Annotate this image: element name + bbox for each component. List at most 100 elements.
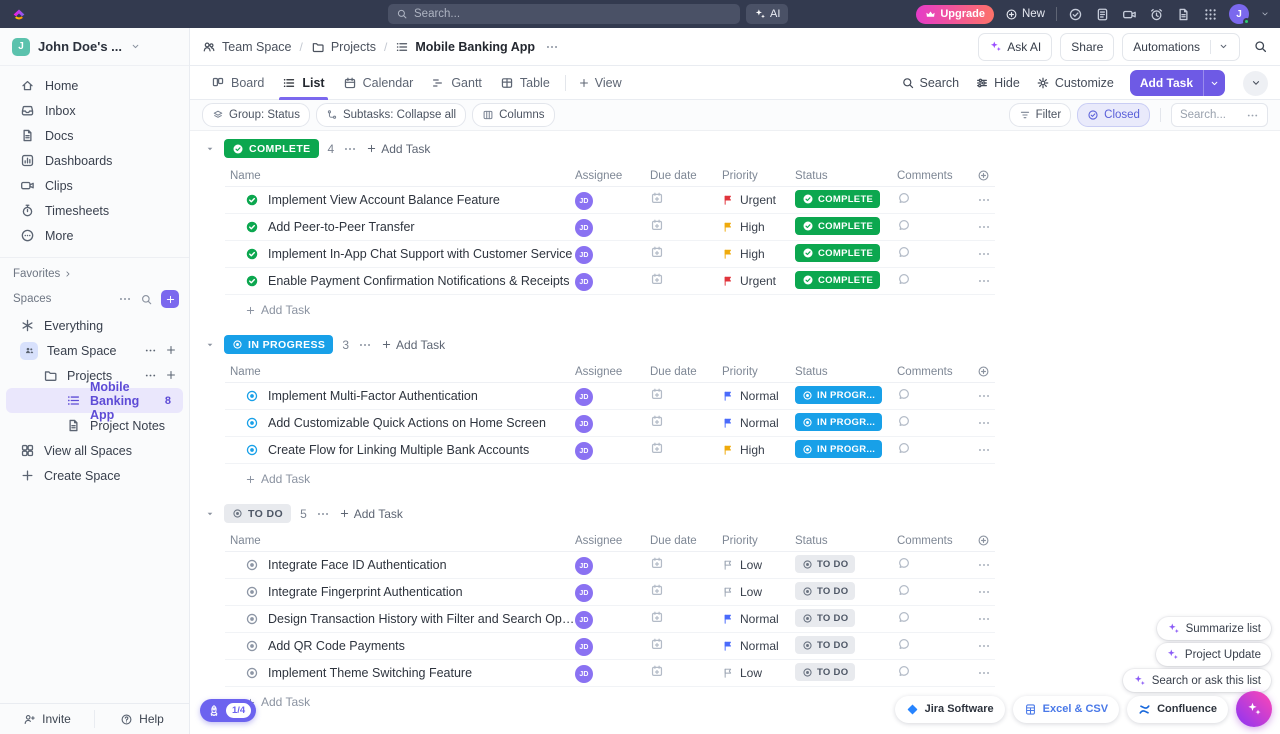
search-icon[interactable] — [140, 293, 153, 306]
hide-button[interactable]: Hide — [975, 76, 1020, 90]
task-row[interactable]: Add QR Code PaymentsJDNormalTO DO — [225, 633, 995, 660]
integration-jira-software[interactable]: Jira Software — [895, 696, 1005, 723]
comment-icon[interactable] — [897, 583, 911, 597]
video-icon[interactable] — [1122, 7, 1137, 22]
priority-cell[interactable]: Normal — [722, 389, 795, 403]
assignee-avatar[interactable]: JD — [575, 219, 593, 237]
workspace-switcher[interactable]: J John Doe's ... — [0, 28, 189, 66]
sidebar-item-docs[interactable]: Docs — [0, 123, 189, 148]
status-todo-icon[interactable] — [245, 639, 259, 653]
task-name[interactable]: Add Peer-to-Peer Transfer — [268, 220, 415, 234]
add-task-row[interactable]: Add Task — [225, 295, 995, 317]
status-inprogress-icon[interactable] — [245, 416, 259, 430]
task-name[interactable]: Create Flow for Linking Multiple Bank Ac… — [268, 443, 529, 457]
priority-cell[interactable]: Urgent — [722, 274, 795, 288]
topbar-ai-button[interactable]: AI — [746, 4, 788, 24]
comment-icon[interactable] — [897, 610, 911, 624]
comment-icon[interactable] — [897, 414, 911, 428]
assignee-avatar[interactable]: JD — [575, 584, 593, 602]
column-header-status[interactable]: Status — [795, 535, 897, 547]
priority-cell[interactable]: Normal — [722, 416, 795, 430]
status-complete-icon[interactable] — [245, 220, 259, 234]
ellipsis-icon[interactable] — [118, 292, 132, 306]
group-menu-icon[interactable] — [316, 507, 330, 521]
ai-action-search-or-ask-this-list[interactable]: Search or ask this list — [1123, 669, 1271, 692]
task-name[interactable]: Add Customizable Quick Actions on Home S… — [268, 416, 546, 430]
breadcrumb-current-list[interactable]: Mobile Banking App — [395, 40, 535, 54]
doc-icon[interactable] — [1176, 7, 1191, 22]
breadcrumb-team-space[interactable]: Team Space — [202, 40, 291, 54]
task-name[interactable]: Implement Multi-Factor Authentication — [268, 389, 478, 403]
column-header-name[interactable]: Name — [225, 366, 575, 378]
sidebar-item-create-space[interactable]: Create Space — [0, 463, 189, 488]
task-name[interactable]: Enable Payment Confirmation Notification… — [268, 274, 570, 288]
closed-toggle[interactable]: Closed — [1077, 103, 1150, 127]
priority-cell[interactable]: Normal — [722, 639, 795, 653]
column-header-priority[interactable]: Priority — [722, 366, 795, 378]
task-name[interactable]: Implement View Account Balance Feature — [268, 193, 500, 207]
add-column-icon[interactable] — [977, 534, 990, 547]
assignee-avatar[interactable]: JD — [575, 442, 593, 460]
group-menu-icon[interactable] — [358, 338, 372, 352]
add-column-icon[interactable] — [977, 169, 990, 182]
status-pill[interactable]: TO DO — [795, 609, 855, 627]
due-date-icon[interactable] — [650, 441, 664, 455]
task-name[interactable]: Integrate Face ID Authentication — [268, 558, 447, 572]
integration-excel-csv[interactable]: Excel & CSV — [1013, 696, 1119, 723]
plus-icon[interactable] — [165, 369, 177, 381]
add-view-button[interactable]: View — [572, 76, 628, 90]
row-menu-icon[interactable] — [977, 274, 991, 288]
due-date-icon[interactable] — [650, 556, 664, 570]
status-pill[interactable]: IN PROGRESS — [224, 335, 333, 354]
comment-icon[interactable] — [897, 272, 911, 286]
status-pill[interactable]: TO DO — [795, 555, 855, 573]
sidebar-item-dashboards[interactable]: Dashboards — [0, 148, 189, 173]
add-task-row[interactable]: Add Task — [225, 464, 995, 486]
sidebar-item-timesheets[interactable]: Timesheets — [0, 198, 189, 223]
row-menu-icon[interactable] — [977, 389, 991, 403]
column-header-assignee[interactable]: Assignee — [575, 535, 650, 547]
assignee-avatar[interactable]: JD — [575, 273, 593, 291]
row-menu-icon[interactable] — [977, 220, 991, 234]
assignee-avatar[interactable]: JD — [575, 665, 593, 683]
task-row[interactable]: Integrate Face ID AuthenticationJDLowTO … — [225, 552, 995, 579]
due-date-icon[interactable] — [650, 191, 664, 205]
row-menu-icon[interactable] — [977, 612, 991, 626]
row-menu-icon[interactable] — [977, 558, 991, 572]
group-add-task-button[interactable]: Add Task — [339, 507, 403, 521]
setting-pill-group-status[interactable]: Group: Status — [202, 103, 310, 127]
comment-icon[interactable] — [897, 637, 911, 651]
priority-cell[interactable]: Normal — [722, 612, 795, 626]
task-name[interactable]: Design Transaction History with Filter a… — [268, 612, 575, 626]
ellipsis-icon[interactable] — [545, 40, 559, 54]
task-row[interactable]: Design Transaction History with Filter a… — [225, 606, 995, 633]
column-header-name[interactable]: Name — [225, 170, 575, 182]
status-pill[interactable]: COMPLETE — [224, 139, 319, 158]
due-date-icon[interactable] — [650, 583, 664, 597]
setting-pill-columns[interactable]: Columns — [472, 103, 554, 127]
assignee-avatar[interactable]: JD — [575, 192, 593, 210]
priority-cell[interactable]: High — [722, 220, 795, 234]
assignee-avatar[interactable]: JD — [575, 388, 593, 406]
integration-confluence[interactable]: Confluence — [1127, 696, 1228, 723]
column-header-assignee[interactable]: Assignee — [575, 366, 650, 378]
task-row[interactable]: Implement View Account Balance Feature JD… — [225, 187, 995, 214]
view-search-button[interactable]: Search — [901, 76, 960, 90]
status-todo-icon[interactable] — [245, 585, 259, 599]
row-menu-icon[interactable] — [977, 639, 991, 653]
status-todo-icon[interactable] — [245, 612, 259, 626]
group-add-task-button[interactable]: Add Task — [366, 142, 430, 156]
add-task-dropdown[interactable] — [1203, 70, 1225, 96]
column-header-due-date[interactable]: Due date — [650, 366, 722, 378]
setting-pill-subtasks-collapse-all[interactable]: Subtasks: Collapse all — [316, 103, 466, 127]
list-search-input[interactable]: Search... — [1171, 103, 1268, 127]
apps-grid-icon[interactable] — [1203, 7, 1218, 22]
upgrade-button[interactable]: Upgrade — [916, 5, 994, 24]
comment-icon[interactable] — [897, 556, 911, 570]
status-pill[interactable]: TO DO — [795, 582, 855, 600]
collapse-header-button[interactable] — [1243, 71, 1268, 96]
add-column-icon[interactable] — [977, 365, 990, 378]
status-pill[interactable]: TO DO — [224, 504, 291, 523]
ellipsis-icon[interactable] — [1246, 109, 1259, 122]
notepad-icon[interactable] — [1095, 7, 1110, 22]
